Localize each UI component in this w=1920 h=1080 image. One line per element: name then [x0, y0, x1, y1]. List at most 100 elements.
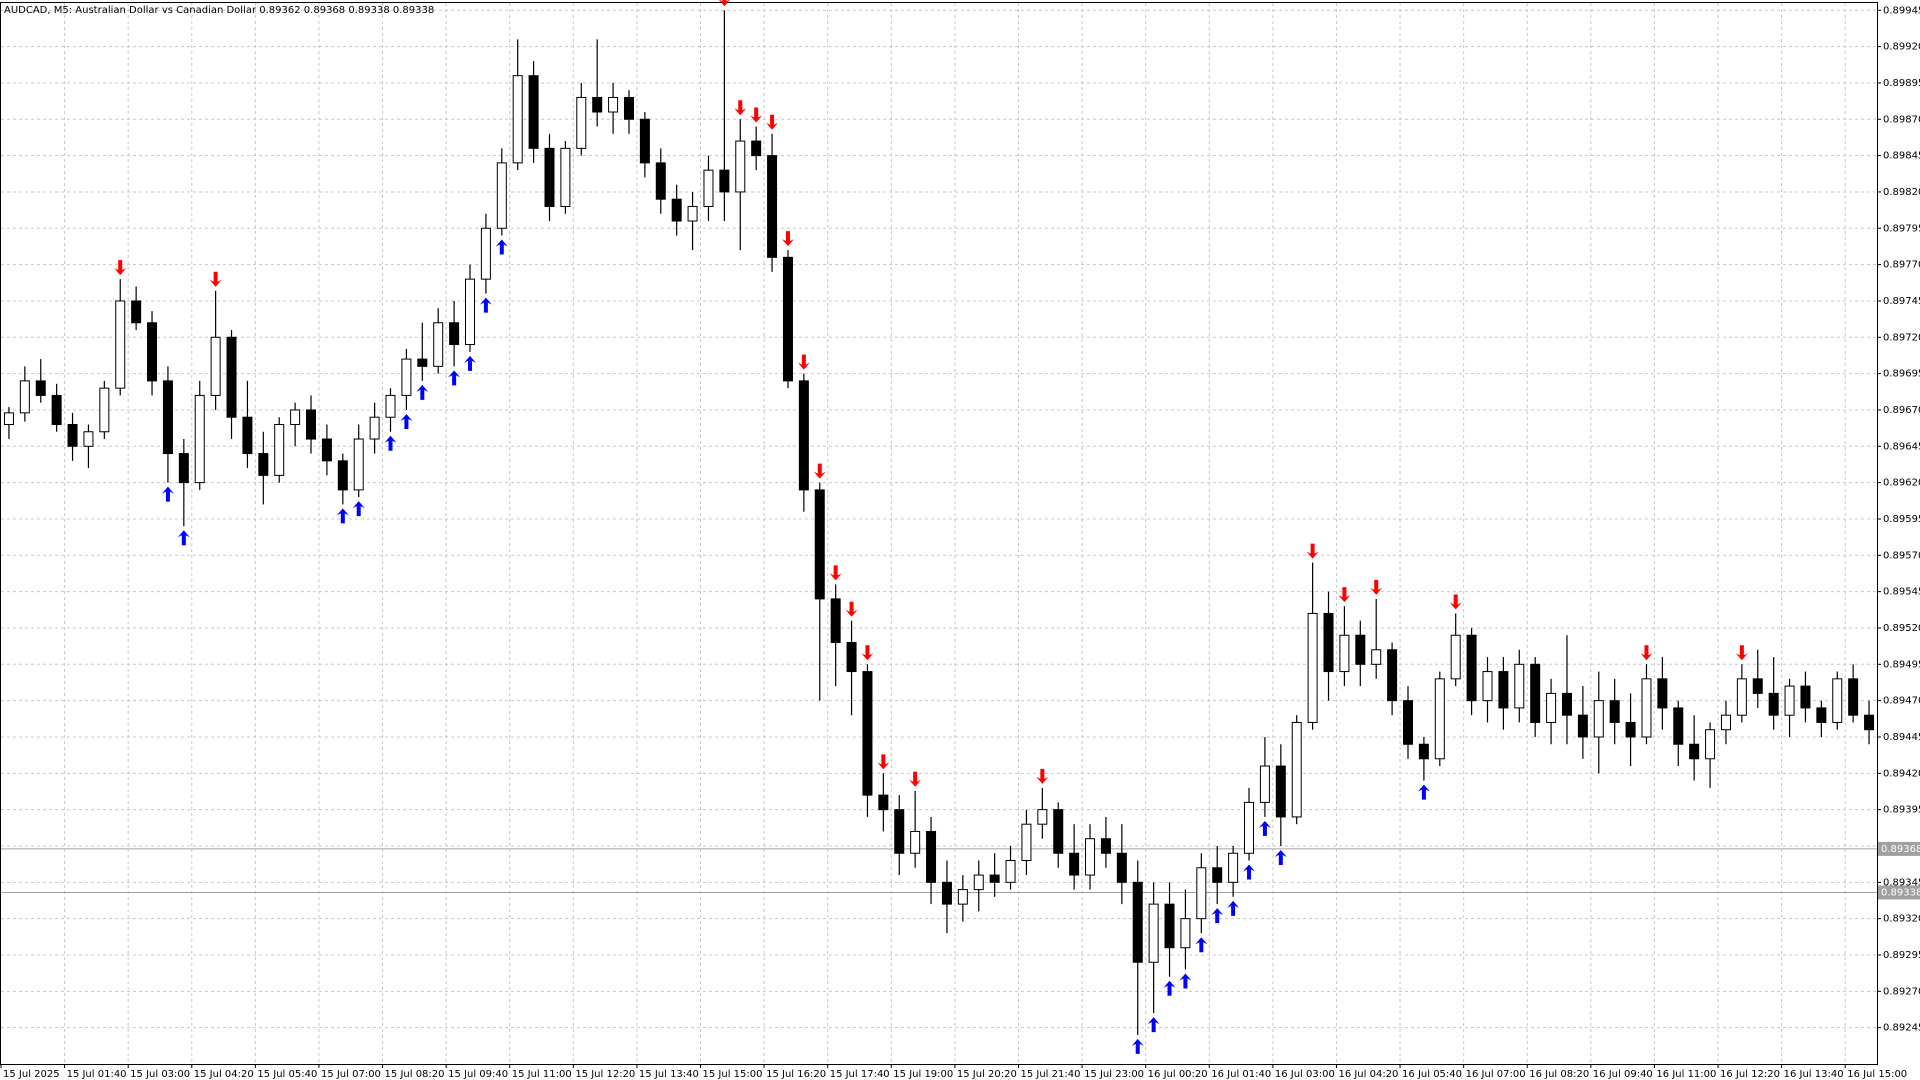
- signal-arrow: [845, 601, 858, 617]
- candle-body: [1307, 612, 1318, 723]
- candle-body: [639, 118, 650, 164]
- y-tick-label: 0.89295: [1883, 950, 1920, 961]
- signal-arrow: [209, 271, 222, 287]
- signal-arrow: [464, 355, 476, 371]
- candle-body: [1705, 729, 1716, 760]
- candle-body: [1212, 867, 1223, 883]
- signal-arrow: [114, 260, 127, 276]
- candle-body: [1848, 678, 1859, 716]
- candle-body: [3, 412, 14, 425]
- x-tick-label: 15 Jul 19:00: [893, 1069, 953, 1080]
- candle-body: [99, 387, 110, 433]
- signal-arrow: [384, 435, 397, 451]
- price-tag: [1878, 841, 1920, 856]
- signal-arrow: [750, 107, 763, 123]
- candle-body: [1355, 634, 1366, 665]
- x-tick-label: 15 Jul 21:40: [1020, 1069, 1080, 1080]
- signal-arrow: [797, 354, 810, 370]
- candle-body: [1291, 721, 1302, 818]
- signal-arrow: [495, 239, 508, 255]
- signal-arrow: [1370, 579, 1383, 595]
- candle-body: [1673, 707, 1684, 745]
- candle-body: [1339, 634, 1350, 673]
- candle-body: [1720, 714, 1731, 731]
- x-tick-label: 15 Jul 09:40: [448, 1069, 508, 1080]
- x-tick-label: 15 Jul 04:20: [194, 1069, 254, 1080]
- signal-arrow: [1036, 768, 1049, 784]
- x-tick-label: 16 Jul 08:20: [1529, 1069, 1589, 1080]
- candle-body: [1085, 838, 1096, 876]
- candle-body: [1514, 663, 1525, 709]
- x-tick-label: 16 Jul 09:40: [1593, 1069, 1653, 1080]
- candle-body: [1005, 860, 1016, 883]
- candle-body: [306, 409, 317, 440]
- signal-arrow: [1417, 784, 1430, 800]
- candle-body: [1482, 671, 1493, 702]
- x-tick-label: 15 Jul 12:20: [575, 1069, 635, 1080]
- candle-body: [1069, 852, 1080, 876]
- price-tag-label: 0.89368: [1881, 844, 1920, 855]
- candle-body: [131, 300, 142, 324]
- x-tick-label: 16 Jul 00:20: [1148, 1069, 1208, 1080]
- signal-arrow: [479, 297, 492, 313]
- y-tick-label: 0.89345: [1883, 877, 1920, 888]
- x-tick-label: 15 Jul 17:40: [830, 1069, 890, 1080]
- candle-body: [544, 147, 555, 207]
- candle-body: [973, 874, 984, 891]
- x-tick-label: 15 Jul 23:00: [1084, 1069, 1144, 1080]
- signal-arrow: [909, 771, 922, 787]
- x-tick-label: 15 Jul 13:40: [639, 1069, 699, 1080]
- candle-body: [1100, 838, 1111, 854]
- candle-body: [1180, 918, 1191, 949]
- candle-body: [767, 155, 778, 258]
- candle-body: [989, 874, 1000, 883]
- candle-body: [608, 96, 619, 113]
- candle-body: [703, 169, 714, 207]
- candle-body: [401, 358, 412, 396]
- candle-body: [894, 809, 905, 854]
- candle-body: [417, 358, 428, 367]
- candle-body: [1768, 692, 1779, 716]
- x-tick-label: 15 Jul 2025: [3, 1069, 60, 1080]
- candle-body: [1593, 700, 1604, 738]
- x-tick-label: 16 Jul 11:00: [1656, 1069, 1716, 1080]
- candle-body: [465, 278, 475, 346]
- signal-arrow: [1147, 1017, 1160, 1033]
- candle-body: [735, 140, 746, 193]
- signal-arrow: [766, 114, 779, 130]
- signal-arrow: [1306, 543, 1319, 559]
- candle-body: [1116, 852, 1127, 883]
- candle-body: [115, 300, 126, 389]
- candle-body: [1466, 634, 1477, 702]
- x-tick-label: 16 Jul 04:20: [1338, 1069, 1398, 1080]
- y-tick-label: 0.89945: [1883, 5, 1920, 16]
- candle-body: [941, 881, 952, 905]
- candle-body: [1561, 692, 1572, 716]
- y-tick-label: 0.89545: [1883, 587, 1920, 598]
- y-tick-label: 0.89495: [1883, 659, 1920, 670]
- candle-body: [1164, 903, 1175, 949]
- x-tick-label: 15 Jul 08:20: [385, 1069, 445, 1080]
- candle-body: [1625, 721, 1636, 738]
- candle-body: [1021, 823, 1032, 862]
- candle-body: [1530, 663, 1541, 723]
- candle-body: [592, 96, 603, 113]
- signal-arrow: [877, 754, 890, 770]
- signal-arrow: [719, 0, 730, 7]
- candle-body: [67, 423, 78, 447]
- candle-body: [1736, 678, 1747, 716]
- candle-body: [814, 489, 825, 600]
- candle-body: [35, 380, 46, 396]
- candle-body: [353, 438, 364, 491]
- signal-arrow: [161, 486, 174, 502]
- candle-body: [1641, 678, 1652, 738]
- candle-body: [369, 416, 380, 440]
- signal-arrow: [1131, 1038, 1144, 1054]
